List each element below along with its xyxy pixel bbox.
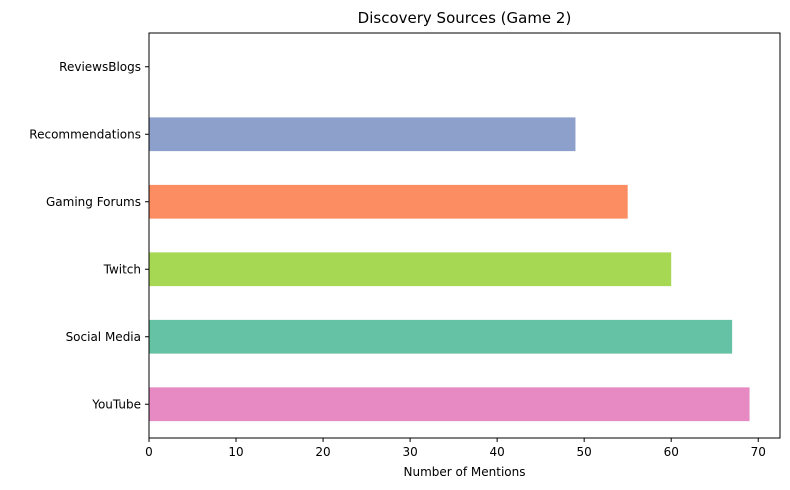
bars-group xyxy=(149,117,750,422)
x-tick-label: 10 xyxy=(228,445,243,459)
x-tick-label: 40 xyxy=(489,445,504,459)
x-tick-label: 70 xyxy=(751,445,766,459)
y-tick-label: YouTube xyxy=(91,397,141,411)
x-tick-label: 30 xyxy=(402,445,417,459)
y-tick-label: Social Media xyxy=(66,330,141,344)
y-tick-label: Gaming Forums xyxy=(46,195,141,209)
bar-gaming-forums xyxy=(149,184,628,219)
chart-title: Discovery Sources (Game 2) xyxy=(358,9,572,27)
plot-frame xyxy=(148,32,781,439)
x-tick-label: 20 xyxy=(315,445,330,459)
x-axis: 0 10 20 30 40 50 60 70 xyxy=(145,438,766,459)
bar-social-media xyxy=(149,319,733,354)
x-tick-label: 50 xyxy=(577,445,592,459)
x-axis-label: Number of Mentions xyxy=(404,465,526,479)
x-tick-label: 0 xyxy=(145,445,153,459)
bar-recommendations xyxy=(149,117,576,152)
bar-twitch xyxy=(149,252,672,287)
x-tick-label: 60 xyxy=(664,445,679,459)
y-tick-label: Recommendations xyxy=(29,127,141,141)
bar-youtube xyxy=(149,387,750,422)
y-axis: ReviewsBlogs Recommendations Gaming Forums… xyxy=(29,60,149,411)
y-tick-label: ReviewsBlogs xyxy=(59,60,141,74)
y-tick-label: Twitch xyxy=(103,262,141,276)
